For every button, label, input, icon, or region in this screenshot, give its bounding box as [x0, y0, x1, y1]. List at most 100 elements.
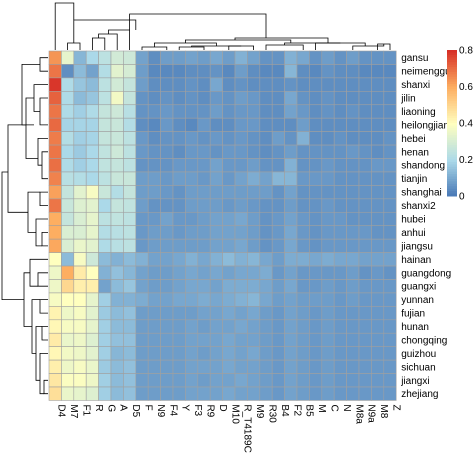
heatmap-cell: [61, 198, 75, 213]
heatmap-cell: [98, 292, 112, 307]
heatmap-cell: [160, 306, 174, 321]
heatmap-cell: [48, 252, 62, 267]
heatmap-cell: [383, 373, 397, 388]
heatmap-cell: [197, 198, 211, 213]
heatmap-cell: [110, 91, 124, 106]
colorbar-segment: [447, 105, 457, 109]
heatmap-cell: [135, 373, 149, 388]
heatmap-cell: [160, 171, 174, 186]
heatmap-cell: [358, 292, 372, 307]
heatmap-cell: [209, 306, 223, 321]
heatmap-cell: [333, 279, 347, 294]
heatmap-cell: [185, 185, 199, 200]
heatmap-cell: [346, 211, 360, 227]
heatmap-cell: [135, 158, 149, 173]
heatmap-cell: [309, 198, 323, 213]
heatmap-cell: [321, 117, 335, 132]
heatmap-cell: [383, 346, 397, 361]
heatmap-cell: [234, 292, 248, 307]
row-dendrogram-branch: [41, 151, 48, 180]
heatmap-cell: [61, 77, 75, 92]
heatmap-cell: [123, 319, 137, 334]
heatmap-cell: [296, 144, 310, 159]
heatmap-cell: [160, 144, 174, 159]
row-label: jiangxi: [400, 376, 429, 387]
heatmap-cell: [172, 77, 186, 92]
heatmap-cell: [85, 292, 99, 307]
heatmap-cell: [73, 50, 87, 65]
column-label: F: [143, 404, 154, 410]
heatmap-cell: [346, 117, 360, 132]
heatmap-cell: [247, 319, 261, 334]
heatmap-cell: [48, 198, 62, 213]
heatmap-cell: [172, 332, 186, 347]
heatmap-cell: [85, 158, 99, 173]
heatmap-cell: [309, 319, 323, 334]
heatmap-cell: [147, 198, 161, 213]
heatmap-cell: [222, 252, 236, 267]
heatmap-cell: [172, 117, 186, 132]
heatmap-cell: [48, 292, 62, 307]
heatmap-cell: [172, 91, 186, 106]
colorbar-tick-label: 0.2: [459, 155, 473, 166]
heatmap-cell: [123, 185, 137, 200]
heatmap-cell: [197, 50, 211, 65]
row-label: zhejiang: [401, 389, 438, 400]
row-label: hainan: [401, 255, 431, 266]
heatmap-cell: [185, 319, 199, 334]
column-label: A: [118, 404, 129, 411]
column-label: M10: [229, 404, 240, 424]
heatmap-cell: [296, 185, 310, 200]
heatmap-cell: [209, 117, 223, 132]
heatmap-cell: [135, 50, 149, 65]
column-label: D5: [130, 404, 141, 417]
heatmap-cell: [197, 131, 211, 146]
heatmap-cell: [222, 198, 236, 213]
heatmap-cell: [271, 64, 285, 79]
row-label: anhui: [401, 228, 425, 239]
heatmap-cell: [371, 332, 385, 347]
heatmap-cell: [185, 225, 199, 240]
heatmap-cell: [284, 144, 298, 159]
heatmap-cell: [185, 91, 199, 106]
heatmap-cell: [123, 292, 137, 307]
heatmap-cell: [147, 359, 161, 374]
heatmap-cell: [321, 185, 335, 200]
heatmap-cell: [61, 185, 75, 200]
column-label: Y: [180, 404, 191, 411]
column-label: F1: [81, 404, 92, 416]
heatmap-cell: [284, 91, 298, 106]
heatmap-cell: [85, 117, 99, 132]
row-dendrogram-branch: [23, 272, 32, 327]
heatmap-cell: [110, 238, 124, 253]
heatmap-cell: [48, 171, 62, 186]
heatmap-cell: [371, 185, 385, 200]
heatmap-cell: [222, 306, 236, 321]
heatmap-cell: [110, 131, 124, 146]
heatmap-cell: [259, 359, 273, 374]
heatmap-cell: [271, 158, 285, 173]
heatmap-cell: [135, 238, 149, 253]
heatmap-cell: [185, 131, 199, 146]
heatmap-cell: [85, 171, 99, 186]
heatmap-cell: [147, 386, 161, 401]
heatmap-cell: [346, 292, 360, 307]
colorbar-segment: [447, 157, 457, 160]
heatmap-cell: [247, 292, 261, 307]
heatmap-cell: [259, 319, 273, 334]
heatmap-cell: [321, 91, 335, 106]
heatmap-cell: [48, 265, 62, 280]
heatmap-cell: [296, 131, 310, 146]
heatmap-cell: [61, 91, 75, 106]
heatmap-cell: [333, 91, 347, 106]
heatmap-cell: [321, 104, 335, 119]
heatmap-cell: [185, 359, 199, 374]
heatmap-cell: [147, 77, 161, 92]
heatmap-cell: [222, 211, 236, 227]
heatmap-cell: [73, 319, 87, 334]
heatmap-cell: [61, 131, 75, 146]
heatmap-cell: [247, 252, 261, 267]
heatmap-cell: [309, 64, 323, 79]
heatmap-cell: [346, 131, 360, 146]
row-dendrogram-branch: [39, 97, 48, 126]
